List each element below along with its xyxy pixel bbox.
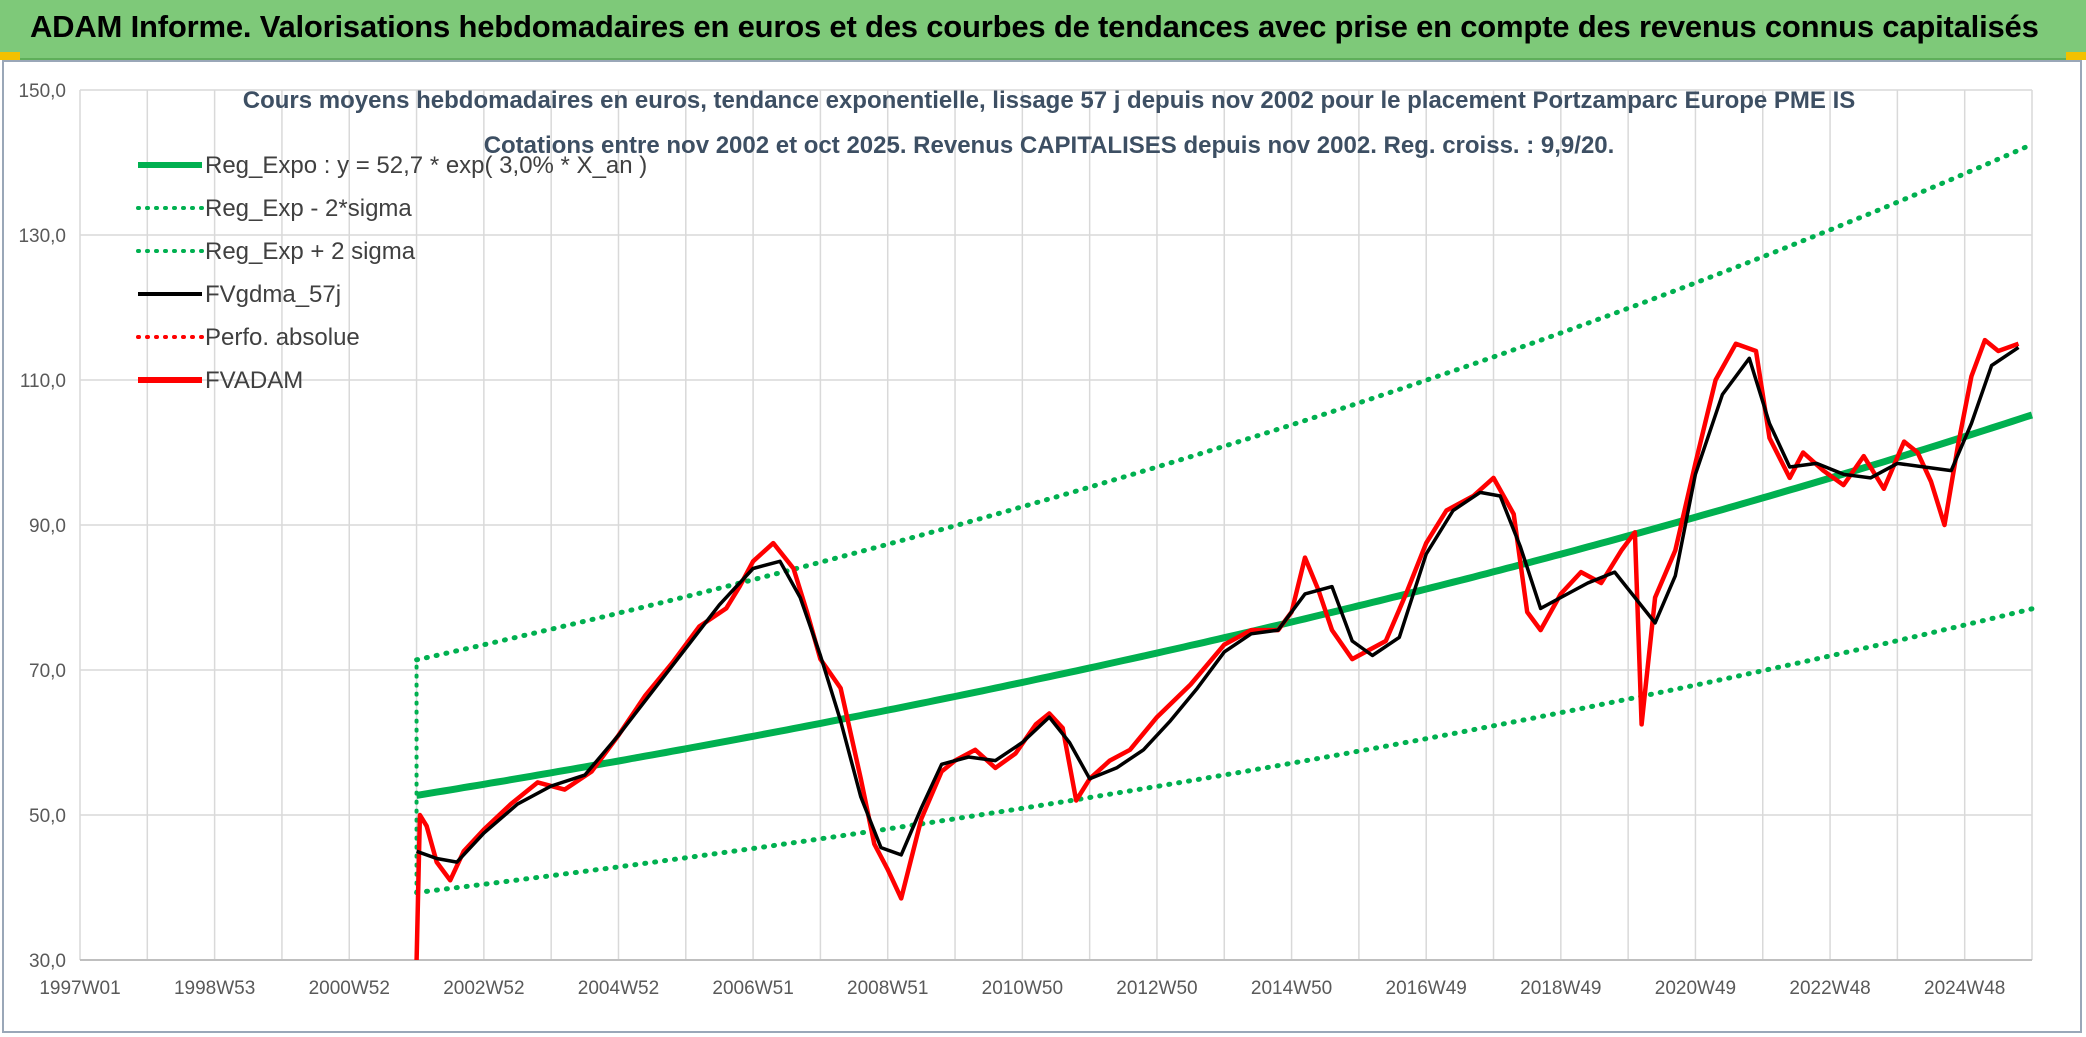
legend-label: Perfo. absolue xyxy=(205,324,360,351)
y-tick-label: 50,0 xyxy=(29,806,66,827)
chart-frame: Cours moyens hebdomadaires en euros, ten… xyxy=(2,60,2082,1033)
x-tick-label: 1997W01 xyxy=(39,978,120,999)
x-tick-label: 2000W52 xyxy=(309,978,390,999)
x-tick-label: 2008W51 xyxy=(847,978,928,999)
x-tick-label: 2012W50 xyxy=(1116,978,1197,999)
x-tick-label: 1998W53 xyxy=(174,978,255,999)
corner-accent-left xyxy=(0,52,20,60)
y-tick-label: 30,0 xyxy=(29,951,66,972)
chart-legend: Reg_Expo : y = 52,7 * exp( 3,0% * X_an )… xyxy=(136,152,647,394)
report-title: ADAM Informe. Valorisations hebdomadaire… xyxy=(30,9,2039,44)
regression-line xyxy=(416,411,2034,799)
grid-lines xyxy=(79,89,2033,961)
fvgdma-57j-line xyxy=(416,345,2020,864)
legend-label: FVADAM xyxy=(205,367,303,394)
legend-label: FVgdma_57j xyxy=(205,281,341,308)
x-tick-label: 2016W49 xyxy=(1386,978,1467,999)
x-tick-label: 2022W48 xyxy=(1789,978,1870,999)
x-tick-label: 2006W51 xyxy=(712,978,793,999)
regression-minus-2sigma-line xyxy=(414,606,2035,896)
header-banner: ADAM Informe. Valorisations hebdomadaire… xyxy=(0,0,2086,60)
x-tick-label: 2014W50 xyxy=(1251,978,1332,999)
y-tick-label: 90,0 xyxy=(29,516,66,537)
x-tick-label: 2020W49 xyxy=(1655,978,1736,999)
chart-title-line1: Cours moyens hebdomadaires en euros, ten… xyxy=(243,87,1856,114)
legend-label: Reg_Expo : y = 52,7 * exp( 3,0% * X_an ) xyxy=(205,152,647,179)
legend-label: Reg_Exp + 2 sigma xyxy=(205,238,416,265)
chart-svg: Cours moyens hebdomadaires en euros, ten… xyxy=(18,81,2035,999)
y-tick-label: 150,0 xyxy=(18,81,66,102)
chart-title-line2: Cotations entre nov 2002 et oct 2025. Re… xyxy=(484,132,1615,159)
fvadam-line xyxy=(414,337,2020,961)
legend-label: Reg_Exp - 2*sigma xyxy=(205,195,412,222)
x-tick-label: 2010W50 xyxy=(982,978,1063,999)
x-axis-labels: 1997W01 1998W53 2000W52 2002W52 2004W52 2006W… xyxy=(39,978,2005,999)
y-tick-label: 110,0 xyxy=(20,371,66,392)
x-tick-label: 2018W49 xyxy=(1520,978,1601,999)
series-layer xyxy=(414,141,2035,961)
y-axis-labels: 30,0 50,0 70,0 90,0 110,0 130,0 150,0 xyxy=(18,81,66,972)
y-tick-label: 130,0 xyxy=(18,226,66,247)
x-tick-label: 2024W48 xyxy=(1924,978,2005,999)
corner-accent-right xyxy=(2066,52,2086,60)
y-tick-label: 70,0 xyxy=(29,661,66,682)
x-tick-label: 2004W52 xyxy=(578,978,659,999)
x-tick-label: 2002W52 xyxy=(443,978,524,999)
